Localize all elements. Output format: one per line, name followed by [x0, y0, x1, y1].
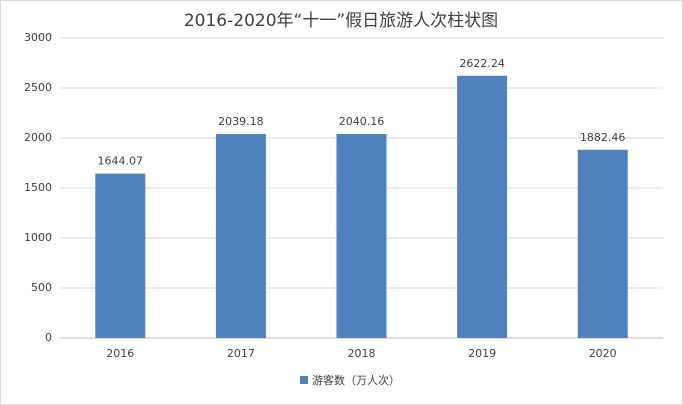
- bar: [215, 134, 266, 338]
- y-tick-label: 1500: [24, 181, 52, 194]
- legend-swatch: [300, 376, 308, 384]
- bar: [577, 149, 628, 338]
- bar: [457, 75, 508, 338]
- y-tick-label: 500: [31, 281, 52, 294]
- data-label: 2040.16: [339, 115, 385, 128]
- y-tick-label: 2000: [24, 131, 52, 144]
- y-tick-label: 0: [45, 331, 52, 344]
- x-tick-label: 2017: [227, 347, 255, 360]
- y-tick-label: 1000: [24, 231, 52, 244]
- x-tick-label: 2016: [106, 347, 134, 360]
- data-label: 1644.07: [98, 155, 144, 168]
- bar: [95, 173, 146, 338]
- x-tick-label: 2018: [348, 347, 376, 360]
- y-tick-label: 3000: [24, 31, 52, 44]
- bar: [336, 133, 387, 338]
- x-tick-label: 2019: [468, 347, 496, 360]
- data-label: 1882.46: [580, 131, 626, 144]
- y-tick-label: 2500: [24, 81, 52, 94]
- data-label: 2039.18: [218, 115, 264, 128]
- chart-title: 2016-2020年“十一”假日旅游人次柱状图: [184, 11, 498, 31]
- legend-label: 游客数（万人次）: [312, 373, 400, 387]
- x-tick-label: 2020: [589, 347, 617, 360]
- data-label: 2622.24: [459, 57, 505, 70]
